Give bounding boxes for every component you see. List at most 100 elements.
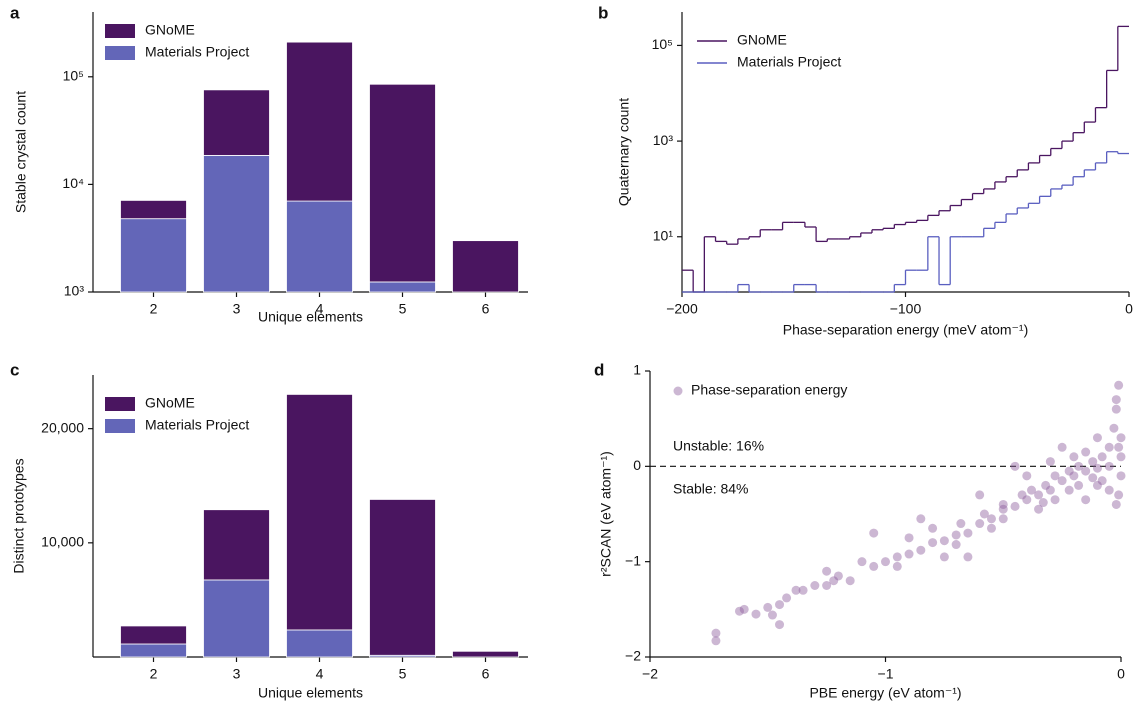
point — [975, 490, 985, 500]
point — [810, 581, 820, 590]
annotation: Unstable: 16% — [673, 438, 764, 454]
x-tick-label: 3 — [233, 301, 241, 317]
point — [998, 499, 1008, 509]
point — [1088, 457, 1098, 467]
bar-segment — [369, 499, 436, 656]
point — [734, 606, 744, 616]
point — [775, 620, 785, 630]
panel-label: b — [598, 3, 608, 22]
point — [916, 514, 926, 524]
point — [1081, 495, 1091, 505]
point — [1069, 452, 1079, 462]
point — [928, 538, 938, 548]
point — [1069, 471, 1079, 481]
x-tick-label: 4 — [316, 301, 324, 317]
point — [1081, 466, 1091, 476]
y-tick-label: 20,000 — [41, 419, 84, 435]
point — [1027, 485, 1037, 495]
legend-label: GNoME — [737, 32, 787, 48]
point — [782, 593, 792, 603]
point — [1038, 498, 1048, 508]
x-tick-label: 0 — [1125, 301, 1133, 317]
point — [739, 604, 749, 614]
point — [1074, 461, 1084, 471]
legend-label: GNoME — [145, 22, 195, 38]
point — [979, 509, 989, 519]
legend-swatch — [105, 46, 135, 60]
point — [1034, 490, 1044, 500]
y-tick-label: 10⁵ — [63, 67, 84, 83]
x-tick-label: 5 — [399, 666, 407, 682]
point — [1092, 433, 1102, 443]
point — [1104, 442, 1114, 452]
bar-segment — [369, 83, 436, 283]
point — [986, 514, 996, 524]
y-tick-label: 10¹ — [653, 227, 674, 243]
point — [829, 576, 839, 586]
y-tick-label: 1 — [633, 362, 641, 378]
y-axis-title: Distinct prototypes — [11, 458, 27, 573]
point — [1116, 433, 1126, 443]
panel-label: d — [594, 360, 604, 379]
bar-segment — [369, 281, 436, 293]
y-tick-label: −1 — [625, 552, 641, 568]
y-tick-label: 10⁴ — [62, 175, 84, 191]
bar-segment — [452, 650, 519, 658]
bar-segment — [120, 643, 187, 658]
point — [881, 557, 890, 567]
x-tick-label: 4 — [316, 666, 324, 682]
point — [1057, 442, 1067, 452]
y-tick-label: 10⁵ — [652, 36, 673, 52]
bar-segment — [286, 41, 353, 202]
point — [711, 636, 721, 646]
legend-swatch — [105, 24, 135, 38]
bar-segment — [286, 200, 353, 293]
x-axis-title: Unique elements — [258, 685, 363, 701]
point — [1114, 442, 1124, 452]
point — [1097, 476, 1107, 486]
point — [892, 561, 902, 571]
x-tick-label: 3 — [233, 666, 241, 682]
point — [1022, 471, 1032, 481]
point — [975, 519, 985, 529]
point — [939, 552, 949, 562]
legend-label: Materials Project — [145, 417, 249, 433]
point — [1022, 495, 1032, 505]
point — [798, 585, 808, 595]
point — [1074, 480, 1084, 490]
y-tick-label: 10³ — [64, 283, 85, 299]
point — [956, 519, 966, 529]
y-axis-title: Stable crystal count — [13, 91, 29, 213]
point — [1104, 461, 1114, 471]
point — [1034, 504, 1044, 514]
point — [1057, 476, 1067, 486]
point — [998, 514, 1008, 524]
x-tick-label: 2 — [150, 666, 158, 682]
point — [833, 571, 843, 581]
panel-label: c — [10, 360, 19, 379]
point — [767, 610, 777, 620]
x-axis-title: PBE energy (eV atom⁻¹) — [809, 685, 961, 701]
point — [1092, 480, 1102, 490]
legend-swatch — [105, 419, 135, 433]
x-tick-label: 0 — [1117, 666, 1125, 682]
point — [869, 561, 879, 571]
point — [986, 523, 996, 533]
point — [711, 628, 721, 638]
point — [1116, 471, 1126, 481]
point — [1111, 499, 1121, 509]
point — [775, 600, 785, 610]
bar-segment — [286, 629, 353, 658]
point — [939, 536, 949, 546]
annotation: Stable: 84% — [673, 481, 749, 497]
point — [791, 585, 801, 595]
point — [1045, 457, 1055, 467]
point — [845, 576, 855, 586]
x-tick-label: −100 — [890, 301, 922, 317]
bar-segment — [120, 218, 187, 293]
point — [763, 602, 773, 612]
legend-swatch — [673, 386, 683, 396]
point — [1064, 485, 1074, 495]
point — [822, 581, 832, 590]
